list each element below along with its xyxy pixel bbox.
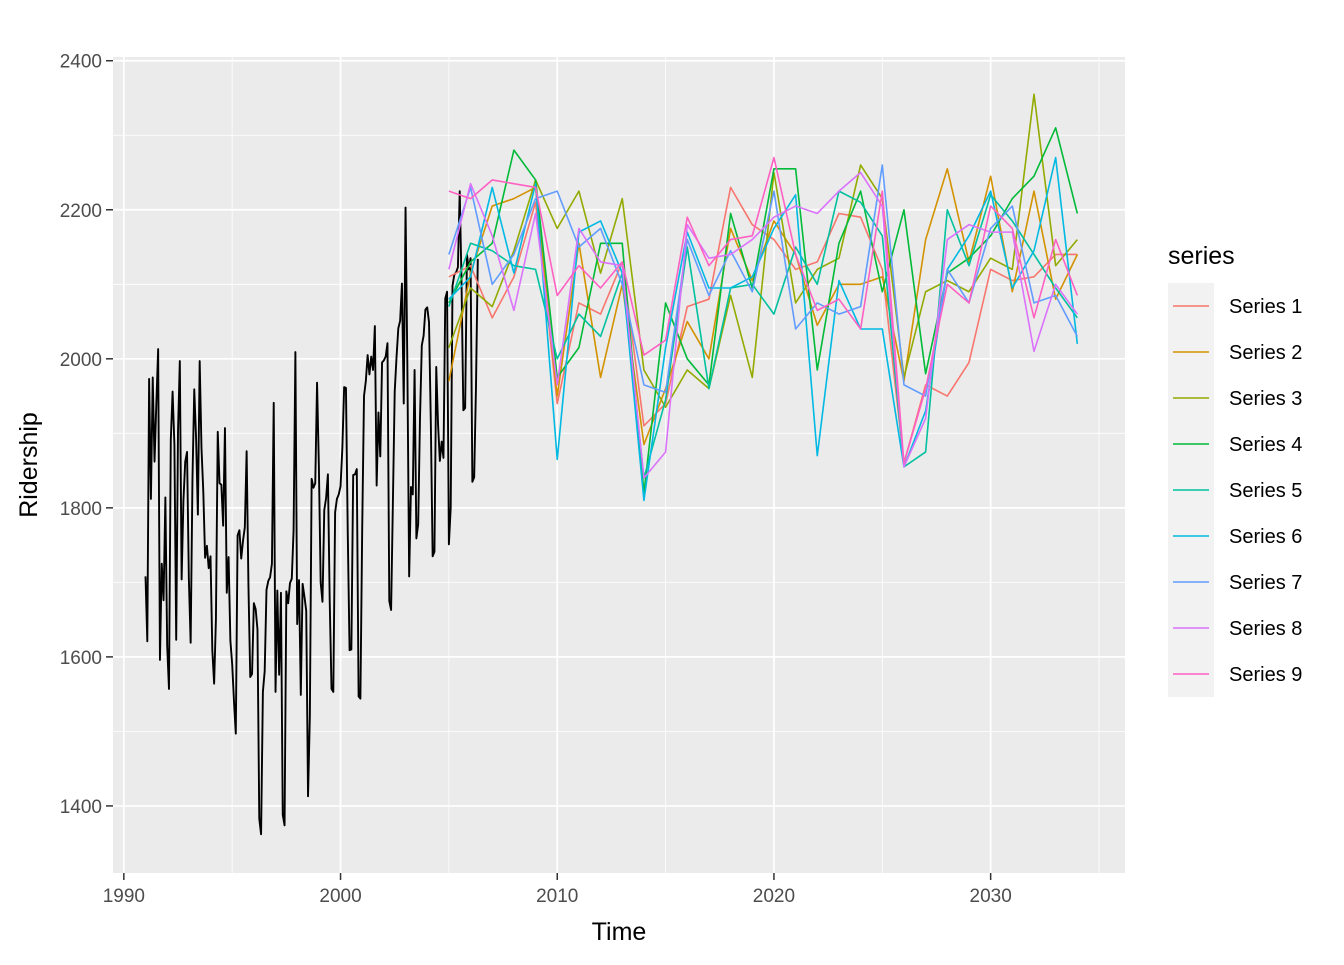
legend-label-8: Series 8 xyxy=(1229,618,1302,640)
x-tick-label: 1990 xyxy=(103,886,145,907)
x-tick-label: 2030 xyxy=(970,886,1012,907)
y-tick-label: 1400 xyxy=(60,797,102,818)
series-line-6 xyxy=(448,156,1079,502)
legend-title: series xyxy=(1168,242,1235,270)
historical-series xyxy=(144,190,479,836)
legend-label-4: Series 4 xyxy=(1229,434,1302,456)
x-tick-label: 2010 xyxy=(536,886,578,907)
legend-label-2: Series 2 xyxy=(1229,342,1302,364)
x-tick-label: 2000 xyxy=(319,886,361,907)
x-tick-label: 2020 xyxy=(753,886,795,907)
legend-label-1: Series 1 xyxy=(1229,296,1302,318)
y-tick-label: 2200 xyxy=(60,201,102,222)
y-tick-label: 2400 xyxy=(60,52,102,73)
legend-label-7: Series 7 xyxy=(1229,572,1302,594)
plot-panel xyxy=(113,57,1125,873)
series-line-5 xyxy=(448,190,1078,479)
y-tick-label: 1600 xyxy=(60,648,102,669)
legend-label-5: Series 5 xyxy=(1229,480,1302,502)
legend-items: Series 1 Series 2 Series 3 Series 4 Series 5… xyxy=(1168,283,1302,697)
series-line-8 xyxy=(448,171,1078,479)
legend-label-6: Series 6 xyxy=(1229,526,1302,548)
series-line-9 xyxy=(448,156,1079,464)
historical-line xyxy=(144,190,479,836)
y-tick-label: 2000 xyxy=(60,350,102,371)
y-axis-title: Ridership xyxy=(15,412,43,518)
legend-label-3: Series 3 xyxy=(1229,388,1302,410)
forecast-series-group xyxy=(448,93,1079,502)
major-gridlines xyxy=(113,57,1125,873)
y-tick-label: 1800 xyxy=(60,499,102,520)
legend-label-9: Series 9 xyxy=(1229,664,1302,686)
x-axis-title: Time xyxy=(592,918,647,946)
axes: 1990 2000 2010 2020 2030 1400 1600 1800 2000 2200… xyxy=(60,52,1012,907)
series-line-7 xyxy=(448,164,1079,397)
